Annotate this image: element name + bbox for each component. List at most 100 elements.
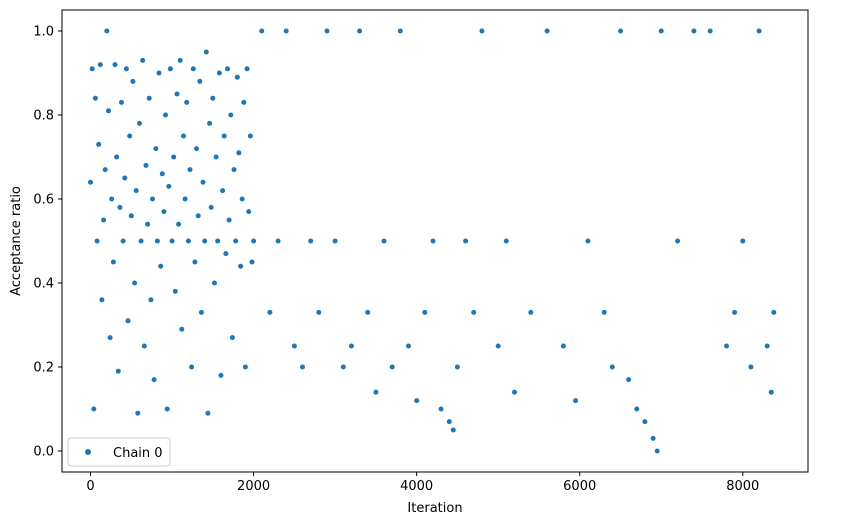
data-point <box>114 154 120 160</box>
data-point <box>150 196 155 202</box>
data-point <box>182 196 188 202</box>
data-point <box>195 213 201 219</box>
data-point <box>573 398 579 404</box>
data-point <box>202 238 208 244</box>
data-point <box>203 49 209 55</box>
data-point <box>503 238 509 244</box>
data-point <box>94 238 100 244</box>
data-point <box>148 297 154 303</box>
data-point <box>208 204 214 210</box>
x-tick-label: 2000 <box>237 479 270 494</box>
data-point <box>154 238 160 244</box>
data-point <box>212 280 217 286</box>
data-point <box>92 95 98 101</box>
data-point <box>430 238 436 244</box>
data-point <box>167 66 173 72</box>
data-point <box>348 343 354 349</box>
data-point <box>185 238 191 244</box>
data-point <box>650 435 656 441</box>
data-point <box>585 238 591 244</box>
data-point <box>332 238 338 244</box>
data-point <box>99 297 105 303</box>
data-point <box>609 364 615 370</box>
data-point <box>112 62 118 68</box>
data-point <box>117 204 123 210</box>
data-point <box>218 372 224 378</box>
x-tick-label: 4000 <box>400 479 433 494</box>
y-tick-label: 0.0 <box>33 445 54 460</box>
data-point <box>101 217 107 223</box>
data-point <box>446 419 452 425</box>
x-tick-label: 8000 <box>726 479 759 494</box>
data-point <box>198 309 204 315</box>
legend: Chain 0 <box>67 437 171 467</box>
data-point <box>119 99 124 105</box>
data-point <box>164 406 170 412</box>
data-point <box>171 154 177 160</box>
data-point <box>249 259 255 265</box>
data-point <box>106 108 111 114</box>
data-point <box>194 146 199 152</box>
x-tick-label: 6000 <box>563 479 596 494</box>
data-point <box>166 183 172 189</box>
data-point <box>140 57 146 63</box>
axes-frame <box>61 9 809 473</box>
data-point <box>422 309 428 315</box>
data-point <box>381 238 387 244</box>
data-point <box>373 389 379 395</box>
data-point <box>239 196 245 202</box>
data-point <box>141 343 147 349</box>
data-point <box>109 196 115 202</box>
data-point <box>215 238 221 244</box>
data-point <box>397 28 403 34</box>
y-tick-label: 0.8 <box>33 109 54 124</box>
data-point <box>324 28 330 34</box>
data-point <box>242 364 248 370</box>
data-point <box>463 238 469 244</box>
data-point <box>104 28 110 34</box>
data-point <box>634 406 640 412</box>
data-point <box>97 62 103 68</box>
data-point <box>153 146 159 152</box>
data-point <box>233 238 239 244</box>
x-axis-ticks: 0 2000 4000 6000 8000 <box>86 472 759 494</box>
data-point <box>179 326 185 332</box>
data-point <box>560 343 566 349</box>
data-point <box>764 343 770 349</box>
data-point <box>205 410 211 416</box>
x-tick-label: 0 <box>86 479 94 494</box>
data-point <box>626 377 632 383</box>
data-point <box>675 238 681 244</box>
data-point <box>89 66 95 72</box>
data-point <box>223 251 229 257</box>
data-point <box>267 309 273 315</box>
data-point <box>246 209 252 215</box>
data-point <box>127 133 133 139</box>
data-point <box>91 406 97 412</box>
data-point <box>618 28 623 34</box>
data-point <box>247 133 253 139</box>
data-point <box>190 66 196 72</box>
data-point <box>138 238 144 244</box>
data-point <box>406 343 411 349</box>
legend-frame <box>67 437 171 467</box>
data-point <box>512 389 517 395</box>
y-tick-label: 0.2 <box>33 361 54 376</box>
data-point <box>768 389 774 395</box>
data-point <box>132 280 138 286</box>
data-point <box>732 309 738 315</box>
data-point <box>231 167 237 173</box>
data-point <box>220 188 226 194</box>
data-point <box>389 364 395 370</box>
data-point <box>172 288 178 294</box>
data-point <box>130 78 136 84</box>
data-point <box>184 99 190 105</box>
data-point <box>102 167 108 173</box>
data-point <box>137 120 142 126</box>
data-point <box>241 99 247 105</box>
data-point <box>169 238 175 244</box>
data-point <box>236 150 242 156</box>
data-point <box>479 28 485 34</box>
data-point <box>244 66 250 72</box>
data-point <box>213 154 219 160</box>
